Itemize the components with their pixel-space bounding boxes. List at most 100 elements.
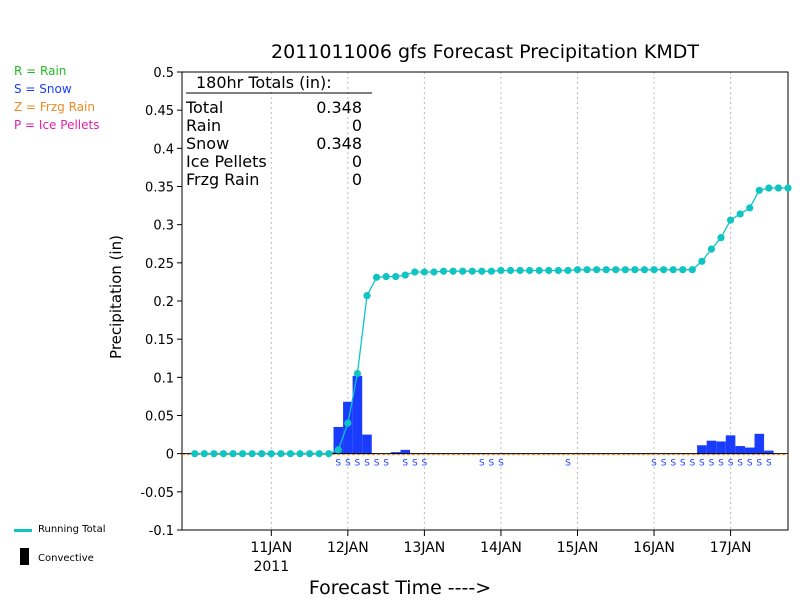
running-total-point-52 [688,266,696,274]
running-total-point-44 [612,266,620,274]
x-tick-label-1: 12JAN [327,540,369,556]
snow-marker-0: S [335,459,341,469]
running-total-point-39 [564,266,572,275]
y-axis-label: Precipitation (in) [107,235,125,359]
running-total-point-27 [449,267,457,275]
running-total-point-22 [401,271,409,279]
totals-row-value-1: 0 [352,116,362,135]
running-total-point-24 [420,268,428,276]
running-total-point-13 [315,450,323,458]
y-tick-label-1: 0.45 [145,104,174,119]
snow-marker-17: S [689,459,695,469]
y-tick-label-7: 0.15 [145,333,174,348]
snow-marker-16: S [680,459,686,469]
x-axis-label: Forecast Time ----> [309,577,491,599]
chart-title: 2011011006 gfs Forecast Precipitation KM… [271,41,699,63]
snow-bar-2 [352,375,363,454]
running-total-point-56 [726,216,735,224]
legend-running-total [14,524,34,538]
y-tick-label-12: -0.1 [149,524,174,539]
running-total-label: Running Total [38,524,106,535]
totals-row-label-4: Frzg Rain [186,170,259,189]
running-total-point-36 [535,266,543,275]
running-total-point-31 [487,267,495,275]
legend-convective [20,548,29,565]
running-total-point-23 [411,268,419,276]
totals-row-label-0: Total [185,98,223,117]
snow-marker-18: S [699,459,705,469]
snow-marker-19: S [709,459,715,469]
running-total-point-10 [286,450,295,458]
running-total-point-48 [650,266,658,274]
snow-marker-3: S [364,459,370,469]
snow-bar-9 [725,435,736,454]
snow-marker-4: S [374,459,380,469]
running-total-point-60 [765,184,773,192]
x-tick-label-6: 17JAN [710,540,752,556]
running-total-point-18 [363,292,371,300]
running-total-point-6 [248,450,256,458]
snow-marker-13: S [651,459,657,469]
totals-row-value-2: 0.348 [316,134,362,153]
running-total-point-55 [717,234,725,242]
running-total-point-58 [746,204,754,212]
snow-marker-5: S [383,459,389,469]
running-total-point-32 [497,266,505,275]
running-total-point-33 [506,266,515,275]
legend-ice-pellets-label: P = Ice Pellets [14,118,100,132]
running-total-point-14 [325,450,333,458]
y-tick-label-4: 0.3 [153,219,174,234]
running-total-point-7 [258,450,266,458]
running-total-point-49 [660,266,668,274]
running-total-point-35 [526,266,534,275]
legend-snow: S = Snow [14,82,72,96]
totals-row-value-0: 0.348 [316,98,362,117]
totals-header: 180hr Totals (in): [196,73,332,92]
running-total-point-46 [631,266,639,274]
snow-marker-14: S [661,459,667,469]
snow-marker-21: S [728,459,734,469]
legend-rain: R = Rain [14,64,66,78]
running-total-point-50 [669,266,677,274]
snow-marker-12: S [565,459,571,469]
snow-marker-15: S [670,459,676,469]
running-total-point-47 [640,266,649,274]
snow-marker-9: S [479,459,485,469]
y-tick-label-5: 0.25 [145,257,174,272]
running-total-point-8 [267,450,275,458]
snow-marker-6: S [402,459,408,469]
convective-label: Convective [38,553,94,564]
running-total-point-20 [382,272,390,281]
running-total-point-59 [755,186,763,194]
running-total-point-25 [430,268,438,276]
snow-marker-24: S [756,459,762,469]
running-total-point-2 [210,450,218,458]
running-total-point-41 [583,266,591,274]
y-tick-label-9: 0.05 [145,410,174,425]
y-tick-label-10: 0 [166,448,174,463]
running-total-point-42 [593,266,601,274]
running-total-point-19 [372,273,381,281]
totals-row-label-2: Snow [186,134,229,153]
snow-bar-1 [343,401,353,454]
snow-marker-22: S [737,459,743,469]
totals-row-value-4: 0 [352,170,362,189]
running-total-point-1 [200,450,208,458]
snow-bar-7 [706,440,717,454]
running-total-line [194,187,788,455]
running-total-point-4 [229,450,237,458]
running-total-point-34 [516,266,524,275]
running-total-point-17 [353,369,362,378]
x-tick-label-4: 15JAN [557,540,599,556]
running-total-point-37 [545,266,553,275]
plot-frame [181,71,789,531]
snow-bar-11 [744,447,755,454]
snow-bar-13 [764,450,774,454]
y-tick-label-6: 0.2 [153,295,174,310]
snow-bar-0 [333,426,344,454]
y-tick-label-8: 0.1 [153,371,174,386]
running-total-point-43 [602,266,610,274]
running-total-point-5 [239,450,247,458]
totals-row-value-3: 0 [352,152,362,171]
